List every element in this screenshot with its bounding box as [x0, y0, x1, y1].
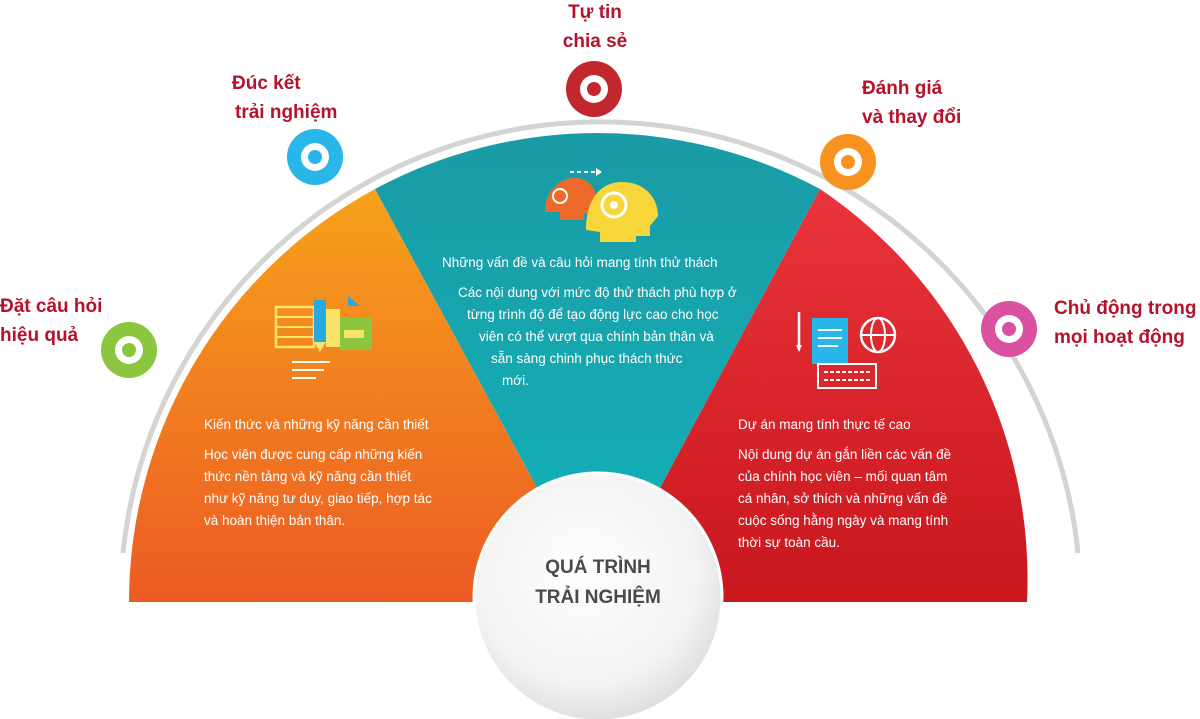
center-title-line: QUÁ TRÌNH — [545, 557, 651, 578]
right-panel-title: Dự án mang tính thực tế cao — [738, 417, 911, 432]
middle-panel-text: Những vấn đề và câu hỏi mang tính thử th… — [442, 252, 737, 392]
left-panel-title: Kiến thức và những kỹ năng cần thiết — [204, 417, 429, 432]
middle-panel-title: Những vấn đề và câu hỏi mang tính thử th… — [442, 255, 718, 270]
middle-panel-line: sẵn sàng chinh phục thách thức — [491, 351, 683, 366]
left-panel-line: như kỹ năng tư duy, giao tiếp, hợp tác — [204, 491, 432, 506]
label-tu-tin: Tự tin chia sẻ — [557, 0, 633, 56]
left-panel-line: thức nền tảng và kỹ năng cần thiết — [204, 469, 412, 484]
target-marker-danh-gia — [820, 134, 876, 190]
target-marker-dat-cau-hoi — [101, 322, 157, 378]
left-panel-text: Kiến thức và những kỹ năng cần thiết Học… — [204, 414, 432, 532]
label-danh-gia: Đánh giá và thay đổi — [862, 74, 961, 132]
left-wedge — [129, 189, 599, 602]
label-line: trải nghiệm — [235, 102, 338, 123]
right-panel-line: của chính học viên – mối quan tâm — [738, 469, 948, 484]
heads-gear-icon — [545, 168, 658, 242]
right-wedge — [599, 189, 1028, 602]
middle-panel-line: từng trình độ để tạo động lực cao cho họ… — [467, 307, 719, 322]
label-line: Đặt câu hỏi — [0, 296, 103, 317]
books-pencil-icon — [274, 296, 372, 379]
right-panel-line: cuộc sống hằng ngày và mang tính — [738, 513, 949, 528]
label-line: và thay đổi — [862, 107, 962, 128]
right-panel-text: Dự án mang tính thực tế cao Nội dung dự … — [738, 414, 951, 554]
middle-panel-line: viên có thể vượt qua chính bản thân và — [479, 329, 714, 344]
label-chu-dong: Chủ động trong mọi hoạt động — [1054, 294, 1196, 352]
label-line: Chủ động trong — [1054, 298, 1197, 319]
right-panel-line: thời sự toàn cầu. — [738, 535, 840, 550]
label-line: chia sẻ — [562, 31, 628, 52]
label-line: Tự tin — [568, 2, 622, 23]
label-line: hiệu quả — [0, 325, 79, 346]
right-panel-line: cá nhân, sở thích và những vấn đề — [738, 491, 948, 506]
label-line: mọi hoạt động — [1054, 327, 1185, 348]
right-panel-line: Nội dung dự án gắn liền các vấn đề — [738, 447, 952, 462]
middle-panel-line: Các nội dung với mức độ thử thách phù hợ… — [458, 285, 737, 300]
label-duc-ket: Đúc kết trải nghiệm — [232, 69, 337, 127]
center-title-line: TRẢI NGHIỆM — [535, 587, 661, 608]
label-dat-cau-hoi: Đặt câu hỏi hiệu quả — [0, 292, 102, 350]
document-globe-keyboard-icon — [796, 312, 897, 389]
left-panel-line: Học viên được cung cấp những kiến — [204, 447, 423, 462]
label-line: Đúc kết — [232, 73, 301, 94]
target-marker-duc-ket — [287, 129, 343, 185]
target-marker-chu-dong — [981, 301, 1037, 357]
label-line: Đánh giá — [862, 78, 943, 99]
middle-panel-line: mới. — [502, 373, 529, 388]
left-panel-line: và hoàn thiện bản thân. — [204, 513, 346, 528]
center-title: QUÁ TRÌNH TRẢI NGHIỆM — [470, 553, 726, 613]
middle-wedge — [375, 132, 820, 602]
center-circle — [472, 471, 724, 719]
target-marker-tu-tin — [566, 61, 622, 117]
